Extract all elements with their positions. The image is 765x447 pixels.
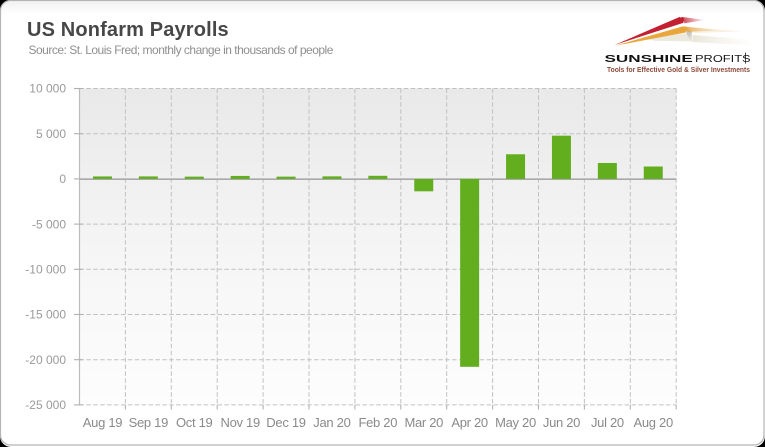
svg-text:5 000: 5 000 xyxy=(36,127,66,141)
svg-text:0: 0 xyxy=(59,172,66,186)
svg-text:-15 000: -15 000 xyxy=(25,308,66,322)
svg-text:Dec 19: Dec 19 xyxy=(266,415,305,430)
svg-text:10 000: 10 000 xyxy=(29,82,66,96)
svg-text:Nov 19: Nov 19 xyxy=(221,415,260,430)
svg-text:Aug 19: Aug 19 xyxy=(83,415,122,430)
svg-text:-10 000: -10 000 xyxy=(25,263,66,277)
svg-text:PROFITS: PROFITS xyxy=(695,53,751,65)
svg-text:-20 000: -20 000 xyxy=(25,353,66,367)
svg-text:Apr 20: Apr 20 xyxy=(451,415,488,430)
svg-text:Aug 20: Aug 20 xyxy=(633,415,672,430)
svg-text:Oct 19: Oct 19 xyxy=(176,415,213,430)
svg-text:Sep 19: Sep 19 xyxy=(129,415,168,430)
svg-text:Jul 20: Jul 20 xyxy=(591,415,624,430)
svg-text:Jan 20: Jan 20 xyxy=(313,415,350,430)
svg-text:Tools for Effective Gold & Sil: Tools for Effective Gold & Silver Invest… xyxy=(607,65,750,73)
svg-text:Jun 20: Jun 20 xyxy=(543,415,580,430)
svg-text:Feb 20: Feb 20 xyxy=(358,415,397,430)
svg-text:Source: St. Louis Fred; monthl: Source: St. Louis Fred; monthly change i… xyxy=(29,43,334,57)
svg-text:-25 000: -25 000 xyxy=(25,398,66,412)
svg-text:-5 000: -5 000 xyxy=(32,217,66,231)
svg-text:US Nonfarm Payrolls: US Nonfarm Payrolls xyxy=(27,19,229,41)
svg-text:May 20: May 20 xyxy=(495,415,536,430)
svg-text:SUNSHINE: SUNSHINE xyxy=(605,52,693,64)
svg-text:Mar 20: Mar 20 xyxy=(404,415,443,430)
